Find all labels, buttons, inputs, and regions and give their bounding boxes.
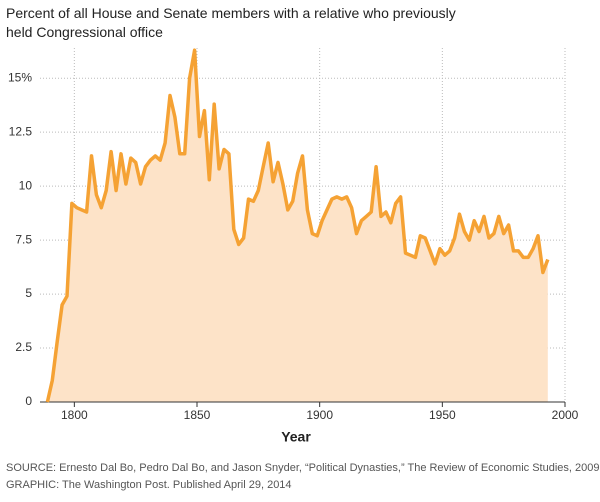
y-tick-label: 15% [8,70,32,84]
credit-note: GRAPHIC: The Washington Post. Published … [6,479,292,491]
x-tick-label: 2000 [552,408,579,422]
area-fill [47,50,548,402]
title-box: Percent of all House and Senate members … [6,5,456,40]
x-tick-label: 1900 [306,408,333,422]
source-note: SOURCE: Ernesto Dal Bo, Pedro Dal Bo, an… [6,462,599,474]
y-tick-label: 0 [25,394,32,408]
y-tick-label: 12.5 [9,124,33,138]
x-tick-label: 1950 [429,408,456,422]
y-tick-label: 5 [25,286,32,300]
x-tick-label: 1850 [184,408,211,422]
x-tick-label: 1800 [61,408,88,422]
y-tick-label: 10 [19,178,33,192]
chart-title: Percent of all House and Senate members … [6,5,456,40]
y-tick-label: 2.5 [15,340,32,354]
x-axis-label: Year [281,429,311,445]
y-tick-label: 7.5 [15,232,32,246]
area-line [45,48,550,403]
